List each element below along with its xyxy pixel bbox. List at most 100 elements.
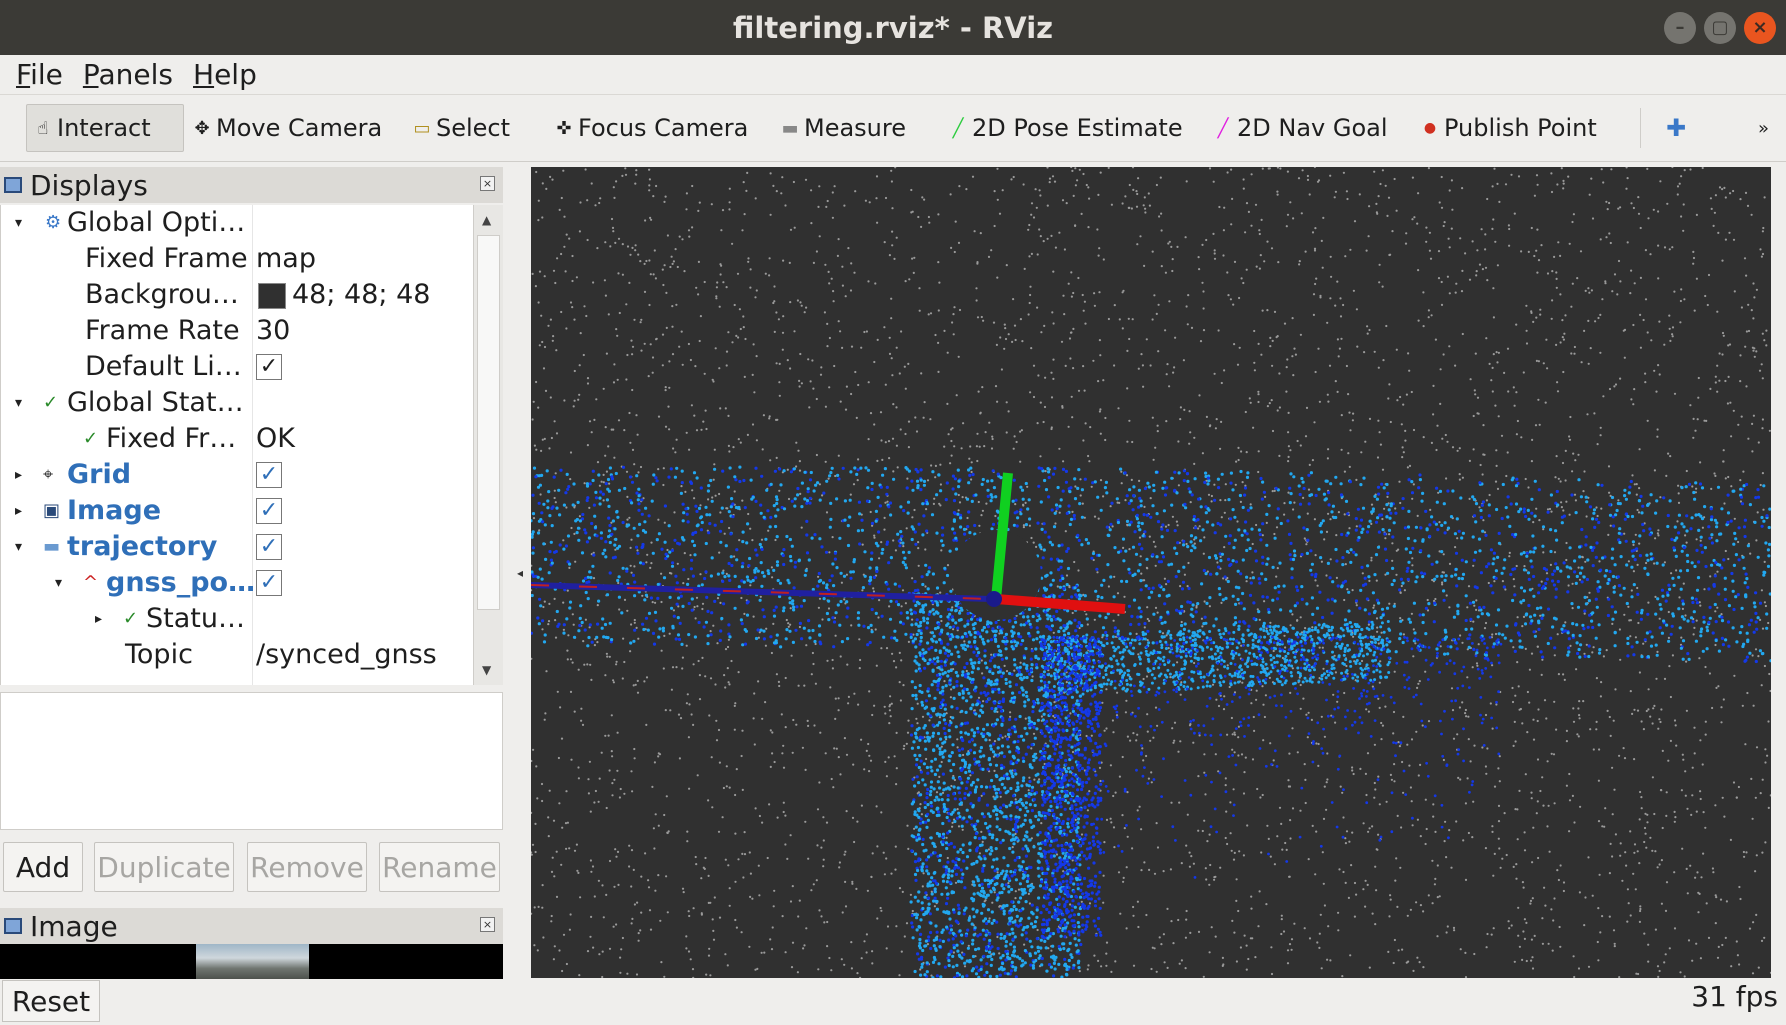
expand-arrow-icon[interactable]: ▾ — [15, 539, 23, 555]
topic-value[interactable]: /synced_gnss — [256, 639, 437, 670]
camera-image-thumbnail — [196, 944, 309, 979]
tool-focus-camera[interactable]: ✜ Focus Camera — [548, 104, 754, 152]
plus-icon: ✚ — [1666, 114, 1687, 142]
ruler-icon: ▬ — [781, 117, 799, 139]
tree-row-trajectory[interactable]: ▾ ▬ trajectory ✓ — [1, 529, 473, 565]
expand-arrow-icon[interactable]: ▾ — [15, 215, 23, 231]
fixed-frame-value[interactable]: map — [256, 243, 316, 274]
property-description-box — [0, 692, 503, 830]
select-icon: ▭ — [413, 117, 431, 139]
tool-move-camera[interactable]: ✥ Move Camera — [186, 104, 388, 152]
image-icon — [4, 918, 22, 934]
expand-arrow-icon[interactable]: ▾ — [15, 395, 23, 411]
scroll-thumb[interactable] — [477, 235, 500, 610]
image-checkbox[interactable]: ✓ — [256, 498, 282, 524]
column-separator — [252, 205, 253, 685]
image-panel-header: Image × — [0, 908, 503, 944]
grid-checkbox[interactable]: ✓ — [256, 462, 282, 488]
expand-arrow-icon[interactable]: ▸ — [15, 503, 23, 519]
tool-select[interactable]: ▭ Select — [413, 114, 511, 142]
menu-file[interactable]: File — [16, 58, 63, 91]
tree-row-gnss-path[interactable]: ▾ ^ gnss_po… ✓ — [1, 565, 473, 601]
axis-y-green — [991, 472, 1013, 600]
displays-close-button[interactable]: × — [480, 176, 495, 191]
menu-bar: File Panels Help — [0, 55, 1786, 95]
duplicate-button[interactable]: Duplicate — [94, 842, 234, 892]
frame-rate-value[interactable]: 30 — [256, 315, 291, 346]
menu-panels[interactable]: Panels — [82, 58, 174, 91]
displays-panel-header: Displays × — [0, 167, 503, 203]
tree-row-grid[interactable]: ▸ ⌖ Grid ✓ — [1, 457, 473, 493]
origin-marker — [986, 591, 1002, 607]
fixed-frame-status-value: OK — [256, 423, 295, 454]
ok-icon: ✓ — [123, 608, 139, 629]
right-dock-strip — [1771, 167, 1786, 978]
tool-2d-pose-estimate[interactable]: ╱ 2D Pose Estimate — [942, 104, 1189, 152]
trajectory-checkbox[interactable]: ✓ — [256, 534, 282, 560]
tree-row-background[interactable]: Backgrou… 48; 48; 48 — [1, 277, 473, 313]
tree-row-global-options[interactable]: ▾ ⚙ Global Opti… — [1, 205, 473, 241]
image-icon: ▣ — [43, 500, 61, 521]
maximize-button[interactable]: ▢ — [1704, 12, 1736, 44]
tree-row-fixed-frame[interactable]: Fixed Frame map — [1, 241, 473, 277]
image-close-button[interactable]: × — [480, 917, 495, 932]
gnss-trajectory-path — [531, 582, 992, 602]
expand-arrow-icon[interactable]: ▾ — [55, 575, 63, 591]
toolbar: ☝ Interact ✥ Move Camera ▭ Select ✜ Focu… — [0, 96, 1786, 162]
toolbar-overflow-button[interactable]: » — [1752, 104, 1775, 152]
pose-icon: ╱ — [952, 117, 964, 139]
monitor-icon — [4, 177, 22, 193]
axis-x-red — [995, 594, 1126, 614]
tree-row-frame-rate[interactable]: Frame Rate 30 — [1, 313, 473, 349]
window-controls: – ▢ × — [1664, 12, 1776, 44]
rename-button[interactable]: Rename — [379, 842, 500, 892]
expand-arrow-icon[interactable]: ▸ — [95, 611, 103, 627]
tree-scrollbar[interactable]: ▲ ▼ — [473, 205, 503, 685]
menu-help[interactable]: Help — [193, 58, 257, 91]
close-button[interactable]: × — [1744, 12, 1776, 44]
path-icon: ^ — [83, 572, 99, 593]
remove-button[interactable]: Remove — [247, 842, 367, 892]
focus-icon: ✜ — [556, 117, 572, 139]
gear-icon: ⚙ — [45, 212, 62, 233]
tree-row-global-status[interactable]: ▾ ✓ Global Stat… — [1, 385, 473, 421]
add-button[interactable]: Add — [3, 842, 83, 892]
ok-icon: ✓ — [83, 428, 99, 449]
tree-row-status[interactable]: ▸ ✓ Statu… — [1, 601, 473, 637]
add-tool-button[interactable]: ✚ — [1660, 104, 1692, 152]
gnss-path-checkbox[interactable]: ✓ — [256, 570, 282, 596]
tool-measure[interactable]: ▬ Measure — [781, 114, 906, 142]
chevron-right-icon: » — [1758, 117, 1770, 139]
displays-title: Displays — [30, 168, 148, 202]
move-icon: ✥ — [194, 117, 210, 139]
background-color-swatch[interactable] — [258, 283, 286, 309]
toolbar-separator — [1640, 108, 1641, 148]
expand-arrow-icon[interactable]: ▸ — [15, 467, 23, 483]
image-panel-title: Image — [30, 909, 118, 943]
scroll-up-icon[interactable]: ▲ — [482, 213, 492, 227]
image-preview — [0, 944, 503, 979]
tool-2d-nav-goal[interactable]: ╱ 2D Nav Goal — [1207, 104, 1394, 152]
tool-interact[interactable]: ☝ Interact — [26, 104, 184, 152]
window-title: filtering.rviz* - RViz — [732, 10, 1054, 45]
tree-row-topic[interactable]: Topic /synced_gnss — [1, 637, 473, 673]
point-cloud-scene[interactable] — [531, 167, 1771, 978]
tree-row-fixed-frame-status[interactable]: ✓ Fixed Fr… OK — [1, 421, 473, 457]
default-light-checkbox[interactable]: ✓ — [256, 354, 282, 380]
gray-point-cloud — [531, 167, 1771, 978]
tree-row-image[interactable]: ▸ ▣ Image ✓ — [1, 493, 473, 529]
tool-publish-point[interactable]: ● Publish Point — [1414, 104, 1603, 152]
splitter-collapse-left-icon[interactable]: ◂ — [517, 566, 524, 580]
3d-viewport[interactable] — [531, 167, 1771, 978]
background-color-value[interactable]: 48; 48; 48 — [292, 279, 431, 310]
tree-row-default-light[interactable]: Default Li… ✓ — [1, 349, 473, 385]
scroll-down-icon[interactable]: ▼ — [482, 663, 492, 677]
hand-icon: ☝ — [37, 117, 49, 139]
fps-readout: 31 fps — [1691, 980, 1778, 1013]
reset-button[interactable]: Reset — [2, 980, 100, 1022]
lidar-scan-points — [531, 465, 1771, 978]
minimize-button[interactable]: – — [1664, 12, 1696, 44]
nav-goal-icon: ╱ — [1217, 117, 1229, 139]
title-bar: filtering.rviz* - RViz – ▢ × — [0, 0, 1786, 55]
